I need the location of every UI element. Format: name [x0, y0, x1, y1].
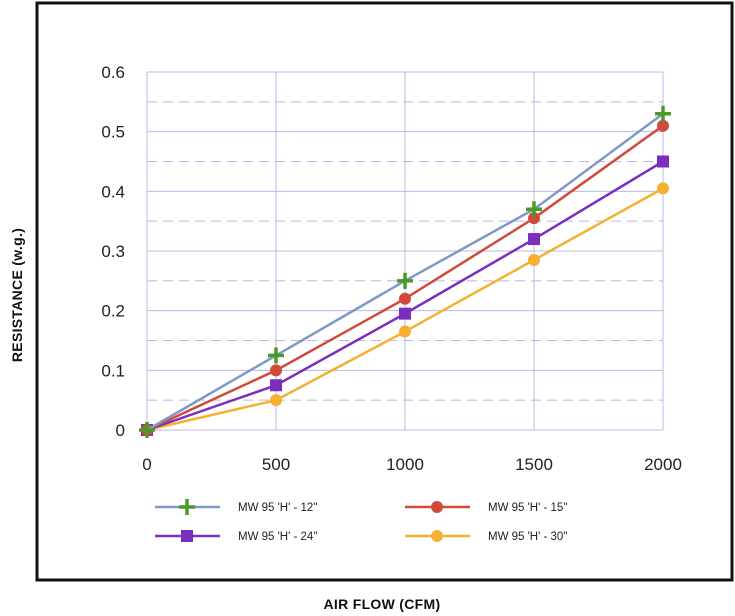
- grid: [146, 71, 664, 431]
- y-tick-label: 0.3: [101, 242, 125, 261]
- data-point: [528, 253, 540, 266]
- series-lines: [139, 105, 671, 438]
- data-point: [657, 155, 669, 168]
- legend-label: MW 95 'H' - 15": [488, 502, 567, 514]
- data-point: [270, 394, 282, 407]
- legend-item-4: MW 95 'H' - 30": [405, 530, 567, 543]
- data-point: [657, 119, 669, 132]
- data-point: [526, 201, 542, 218]
- legend-marker: [431, 501, 443, 513]
- data-point: [139, 422, 155, 438]
- x-axis-title: AIR FLOW (CFM): [324, 596, 441, 612]
- data-point: [397, 272, 413, 289]
- y-tick-label: 0.2: [101, 302, 125, 321]
- data-point: [528, 233, 540, 246]
- x-tick-label: 500: [262, 455, 290, 474]
- legend: MW 95 'H' - 12" MW 95 'H' - 15" MW 95 'H' …: [155, 499, 567, 543]
- data-point: [655, 105, 671, 122]
- legend-label: MW 95 'H' - 24": [238, 531, 317, 543]
- data-point: [399, 292, 411, 305]
- data-point: [657, 182, 669, 195]
- data-point: [528, 212, 540, 225]
- y-tick-label: 0.5: [101, 123, 125, 142]
- data-point: [268, 347, 284, 364]
- legend-item-3: MW 95 'H' - 24": [155, 530, 317, 543]
- series-1: [139, 105, 671, 438]
- data-point: [399, 325, 411, 338]
- x-tick-label: 0: [142, 455, 151, 474]
- legend-item-2: MW 95 'H' - 15": [405, 501, 567, 514]
- legend-item-1: MW 95 'H' - 12": [155, 499, 317, 515]
- y-axis-title: RESISTANCE (w.g.): [9, 228, 25, 362]
- y-tick-label: 0: [116, 421, 125, 440]
- y-tick-label: 0.4: [101, 182, 125, 201]
- legend-marker: [181, 530, 193, 542]
- x-tick-label: 1000: [386, 455, 424, 474]
- x-tick-label: 2000: [644, 455, 682, 474]
- data-point: [270, 364, 282, 377]
- tick-labels: 0 0.1 0.2 0.3 0.4 0.5 0.6 0 500 1000 1500 2000: [101, 63, 682, 474]
- legend-label: MW 95 'H' - 30": [488, 531, 567, 543]
- data-point: [270, 379, 282, 392]
- data-point: [399, 307, 411, 320]
- y-tick-label: 0.1: [101, 361, 125, 380]
- legend-marker: [431, 530, 443, 542]
- legend-label: MW 95 'H' - 12": [238, 502, 317, 514]
- x-tick-label: 1500: [515, 455, 553, 474]
- y-tick-label: 0.6: [101, 63, 125, 82]
- legend-marker: [179, 499, 195, 515]
- series-2: [141, 119, 669, 436]
